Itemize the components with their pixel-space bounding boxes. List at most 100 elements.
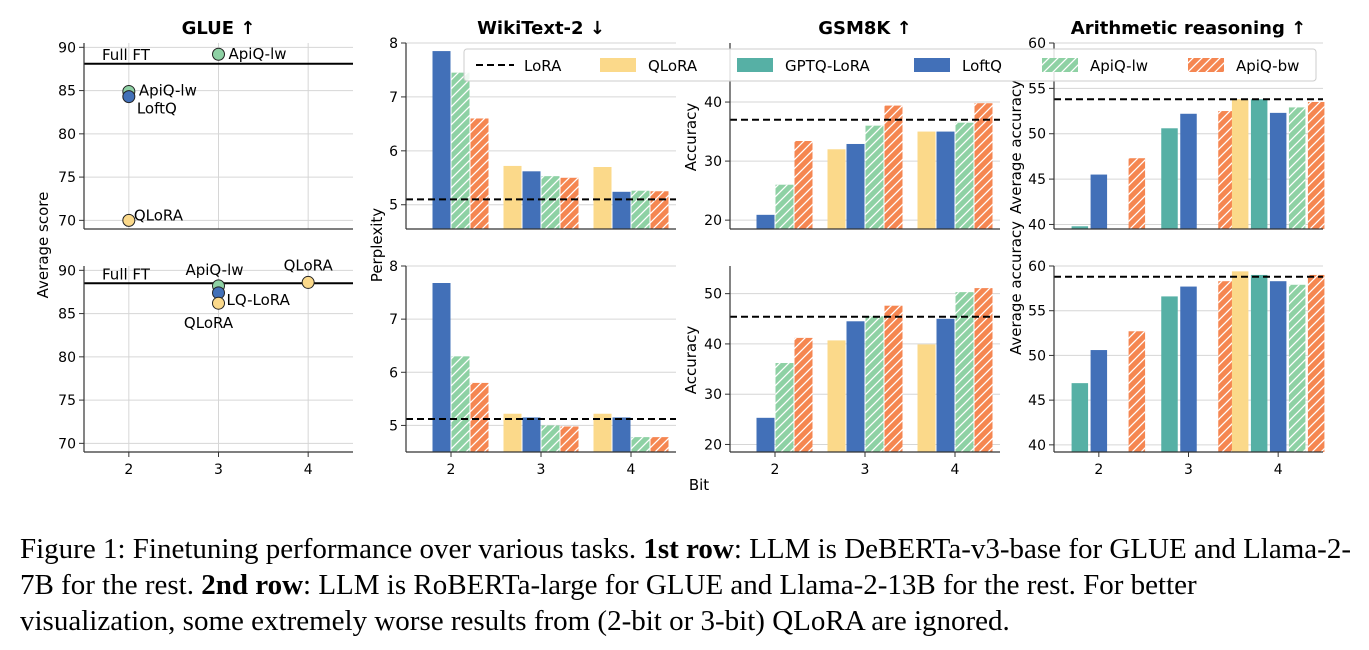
x-tick-label: 4: [627, 462, 636, 478]
y-tick-label: 45: [1028, 172, 1046, 188]
bar-qlora: [503, 165, 522, 229]
bar-hatch: [470, 382, 489, 452]
x-tick-label: 2: [124, 462, 133, 478]
chart-title: WikiText-2 ↓: [477, 18, 605, 39]
bar-gptq: [1161, 296, 1178, 452]
bar-hatch: [865, 316, 884, 452]
x-tick-label: 3: [537, 462, 546, 478]
bar-qlora: [917, 344, 936, 452]
point-label: ApiQ-lw: [139, 81, 197, 99]
point-label: QLoRA: [134, 206, 184, 224]
legend-label: LoRA: [524, 57, 562, 75]
bar-qlora: [1231, 99, 1249, 229]
bar-hatch: [1288, 284, 1306, 452]
bar-hatch: [775, 184, 794, 229]
chart-gsm_top: GSM8K ↑ Accuracy 20 30 40: [682, 18, 1000, 230]
bar-hatch: [1307, 101, 1325, 229]
bar-hatch: [775, 363, 794, 452]
bar-qlora: [827, 149, 846, 229]
bar-qlora: [593, 413, 612, 452]
chart-title: GSM8K ↑: [818, 18, 911, 39]
bar-gptq: [1250, 274, 1268, 452]
chart-arith_top: Arithmetic reasoning ↑ Average accuracy40…: [1007, 18, 1325, 233]
full-ft-label: Full FT: [102, 265, 151, 283]
bar-loftq: [432, 283, 451, 452]
full-ft-label: Full FT: [102, 46, 151, 64]
bar-hatch: [560, 426, 579, 452]
legend-label: LoftQ: [962, 57, 1002, 75]
x-tick-label: 3: [214, 462, 223, 478]
chart-gsm_bot: Accuracy 20 30 40 50 2 3 4: [682, 266, 1000, 478]
y-tick-label: 6: [389, 144, 398, 160]
y-tick-label: 6: [389, 365, 398, 381]
legend-entry-loftq: LoftQ: [914, 57, 1002, 75]
y-axis-label: Average score: [34, 192, 52, 299]
x-tick-label: 4: [951, 462, 960, 478]
caption-bold-2: 2nd row: [201, 569, 304, 601]
bar-hatch: [794, 337, 813, 452]
bar-hatch: [1218, 281, 1235, 452]
point-label: ApiQ-lw: [229, 45, 287, 63]
bar-gptq: [1161, 128, 1178, 229]
bar-hatch: [451, 72, 470, 229]
bar-loftq: [612, 191, 631, 229]
y-tick-label: 40: [1028, 217, 1046, 233]
legend-swatch-qlora: [600, 58, 636, 72]
point-label: LoftQ: [137, 100, 177, 118]
y-tick-label: 8: [389, 259, 398, 275]
bar-loftq: [1180, 113, 1197, 229]
bar-hatch: [884, 105, 903, 229]
bar-hatch: [541, 176, 560, 229]
y-axis-label: Average accuracy: [1007, 80, 1025, 214]
bar-loftq: [936, 318, 955, 452]
bar-hatch: [955, 122, 974, 229]
y-tick-label: 5: [389, 198, 398, 214]
y-tick-label: 30: [704, 387, 722, 403]
legend-swatch-hatch: [1188, 58, 1224, 72]
legend-entry-apiq_bw: ApiQ-bw: [1188, 57, 1299, 75]
y-tick-label: 70: [58, 213, 76, 229]
bar-hatch: [865, 125, 884, 229]
y-tick-label: 7: [389, 90, 398, 106]
bar-hatch: [1307, 274, 1325, 452]
bar-hatch: [794, 141, 813, 229]
x-tick-label: 2: [447, 462, 456, 478]
legend-entry-qlora: QLoRA: [600, 57, 698, 75]
y-tick-label: 45: [1028, 393, 1046, 409]
bar-hatch: [884, 305, 903, 452]
y-tick-label: 85: [58, 84, 76, 100]
legend-swatch-loftq: [914, 58, 950, 72]
bar-loftq: [1090, 350, 1108, 452]
bar-qlora: [1231, 271, 1249, 452]
y-tick-label: 75: [58, 393, 76, 409]
y-tick-label: 30: [704, 154, 722, 170]
y-tick-label: 40: [704, 95, 722, 111]
y-tick-label: 20: [704, 213, 722, 229]
bar-loftq: [756, 417, 775, 452]
legend-swatch-hatch: [1042, 58, 1078, 72]
y-axis-label: Accuracy: [682, 326, 700, 395]
y-tick-label: 60: [1028, 259, 1046, 275]
bar-hatch: [974, 103, 993, 229]
bar-hatch: [650, 437, 669, 452]
legend-label: ApiQ-bw: [1236, 57, 1299, 75]
bar-hatch: [955, 292, 974, 452]
y-axis-label: Accuracy: [682, 103, 700, 172]
y-tick-label: 20: [704, 437, 722, 453]
y-tick-label: 75: [58, 170, 76, 186]
bar-hatch: [974, 288, 993, 452]
bar-loftq: [432, 51, 451, 229]
bar-loftq: [1180, 286, 1197, 452]
bar-hatch: [1128, 331, 1146, 452]
chart-title: Arithmetic reasoning ↑: [1071, 18, 1306, 39]
legend-entry-lora: LoRA: [476, 57, 562, 75]
legend-label: QLoRA: [648, 57, 698, 75]
bar-hatch: [631, 190, 650, 229]
bar-qlora: [917, 131, 936, 229]
y-tick-label: 5: [389, 418, 398, 434]
bar-qlora: [827, 340, 846, 452]
bar-hatch: [1218, 111, 1235, 229]
scatter-point: [122, 90, 136, 104]
y-tick-label: 40: [1028, 438, 1046, 454]
